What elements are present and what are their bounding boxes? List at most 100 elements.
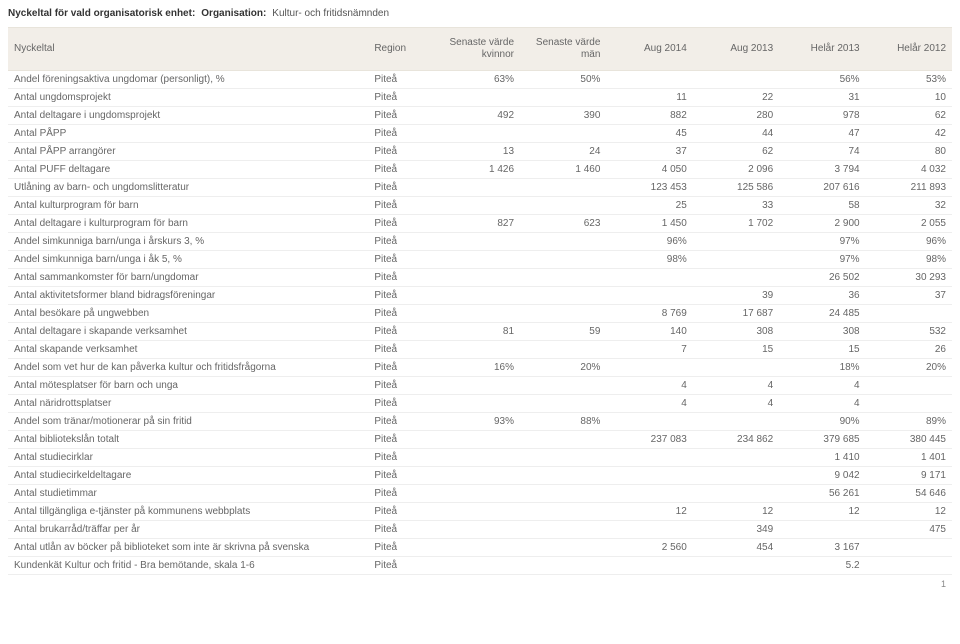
table-row: Antal studiecirklarPiteå1 4101 401: [8, 449, 952, 467]
cell-value: 9 042: [779, 467, 865, 485]
cell-label: Antal utlån av böcker på biblioteket som…: [8, 539, 368, 557]
cell-region: Piteå: [368, 395, 433, 413]
cell-region: Piteå: [368, 125, 433, 143]
cell-value: 30 293: [866, 269, 952, 287]
cell-value: 3 794: [779, 161, 865, 179]
cell-value: 24 485: [779, 305, 865, 323]
cell-value: 50%: [520, 71, 606, 89]
cell-label: Antal ungdomsprojekt: [8, 89, 368, 107]
cell-region: Piteå: [368, 215, 433, 233]
cell-value: 26: [866, 341, 952, 359]
cell-value: [693, 557, 779, 575]
cell-value: [520, 125, 606, 143]
cell-label: Antal tillgängliga e-tjänster på kommune…: [8, 503, 368, 521]
cell-value: 4 032: [866, 161, 952, 179]
col-header-kvinnor: Senaste värde kvinnor: [434, 28, 520, 71]
cell-value: [520, 431, 606, 449]
table-row: Antal tillgängliga e-tjänster på kommune…: [8, 503, 952, 521]
page-header: Nyckeltal för vald organisatorisk enhet:…: [8, 8, 952, 19]
cell-value: 22: [693, 89, 779, 107]
cell-region: Piteå: [368, 305, 433, 323]
cell-value: 25: [606, 197, 692, 215]
cell-region: Piteå: [368, 269, 433, 287]
cell-value: [434, 449, 520, 467]
cell-value: 47: [779, 125, 865, 143]
table-row: Andel föreningsaktiva ungdomar (personli…: [8, 71, 952, 89]
cell-region: Piteå: [368, 89, 433, 107]
cell-value: [693, 269, 779, 287]
cell-value: 4: [693, 395, 779, 413]
cell-value: 10: [866, 89, 952, 107]
cell-value: [520, 377, 606, 395]
cell-value: [693, 233, 779, 251]
table-row: Antal kulturprogram för barnPiteå2533583…: [8, 197, 952, 215]
cell-value: [520, 485, 606, 503]
cell-value: [434, 269, 520, 287]
col-header-man: Senaste värde män: [520, 28, 606, 71]
cell-value: 237 083: [606, 431, 692, 449]
cell-value: [779, 521, 865, 539]
cell-value: 390: [520, 107, 606, 125]
cell-value: 12: [866, 503, 952, 521]
table-row: Kundenkät Kultur och fritid - Bra bemöta…: [8, 557, 952, 575]
cell-value: 37: [606, 143, 692, 161]
cell-value: [606, 287, 692, 305]
table-row: Antal PUFF deltagarePiteå1 4261 4604 050…: [8, 161, 952, 179]
cell-value: 475: [866, 521, 952, 539]
cell-value: [520, 305, 606, 323]
table-header-row: Nyckeltal Region Senaste värde kvinnor S…: [8, 28, 952, 71]
cell-value: 532: [866, 323, 952, 341]
cell-value: 123 453: [606, 179, 692, 197]
cell-region: Piteå: [368, 413, 433, 431]
table-row: Utlåning av barn- och ungdomslitteraturP…: [8, 179, 952, 197]
cell-label: Antal deltagare i kulturprogram för barn: [8, 215, 368, 233]
cell-value: 39: [693, 287, 779, 305]
cell-value: [434, 467, 520, 485]
cell-value: 80: [866, 143, 952, 161]
cell-value: [434, 179, 520, 197]
cell-value: [434, 341, 520, 359]
table-row: Antal deltagare i ungdomsprojektPiteå492…: [8, 107, 952, 125]
cell-value: [693, 467, 779, 485]
cell-region: Piteå: [368, 521, 433, 539]
cell-value: [520, 251, 606, 269]
cell-value: 2 055: [866, 215, 952, 233]
cell-value: 4: [606, 395, 692, 413]
cell-value: 1 401: [866, 449, 952, 467]
table-row: Andel som tränar/motionerar på sin friti…: [8, 413, 952, 431]
cell-value: 98%: [606, 251, 692, 269]
cell-value: [606, 557, 692, 575]
cell-value: 54 646: [866, 485, 952, 503]
cell-value: 5.2: [779, 557, 865, 575]
cell-value: 96%: [866, 233, 952, 251]
cell-value: [866, 395, 952, 413]
page-number: 1: [8, 575, 952, 589]
cell-value: [434, 395, 520, 413]
cell-value: 96%: [606, 233, 692, 251]
table-row: Antal deltagare i skapande verksamhetPit…: [8, 323, 952, 341]
cell-value: [693, 485, 779, 503]
cell-value: 349: [693, 521, 779, 539]
table-row: Antal bibliotekslån totaltPiteå237 08323…: [8, 431, 952, 449]
cell-value: 20%: [866, 359, 952, 377]
cell-value: [866, 557, 952, 575]
cell-value: 53%: [866, 71, 952, 89]
header-org-label: Organisation:: [201, 8, 266, 19]
cell-value: [520, 269, 606, 287]
cell-value: 63%: [434, 71, 520, 89]
cell-label: Antal skapande verksamhet: [8, 341, 368, 359]
cell-value: [866, 539, 952, 557]
cell-value: 1 450: [606, 215, 692, 233]
cell-value: 4: [606, 377, 692, 395]
table-row: Andel simkunniga barn/unga i åk 5, %Pite…: [8, 251, 952, 269]
cell-value: 4: [779, 377, 865, 395]
cell-value: 31: [779, 89, 865, 107]
table-row: Antal sammankomster för barn/ungdomarPit…: [8, 269, 952, 287]
cell-value: 978: [779, 107, 865, 125]
cell-value: 81: [434, 323, 520, 341]
table-row: Antal besökare på ungwebbenPiteå8 76917 …: [8, 305, 952, 323]
cell-value: 1 460: [520, 161, 606, 179]
cell-value: [520, 521, 606, 539]
cell-value: [434, 305, 520, 323]
col-header-helar2012: Helår 2012: [866, 28, 952, 71]
